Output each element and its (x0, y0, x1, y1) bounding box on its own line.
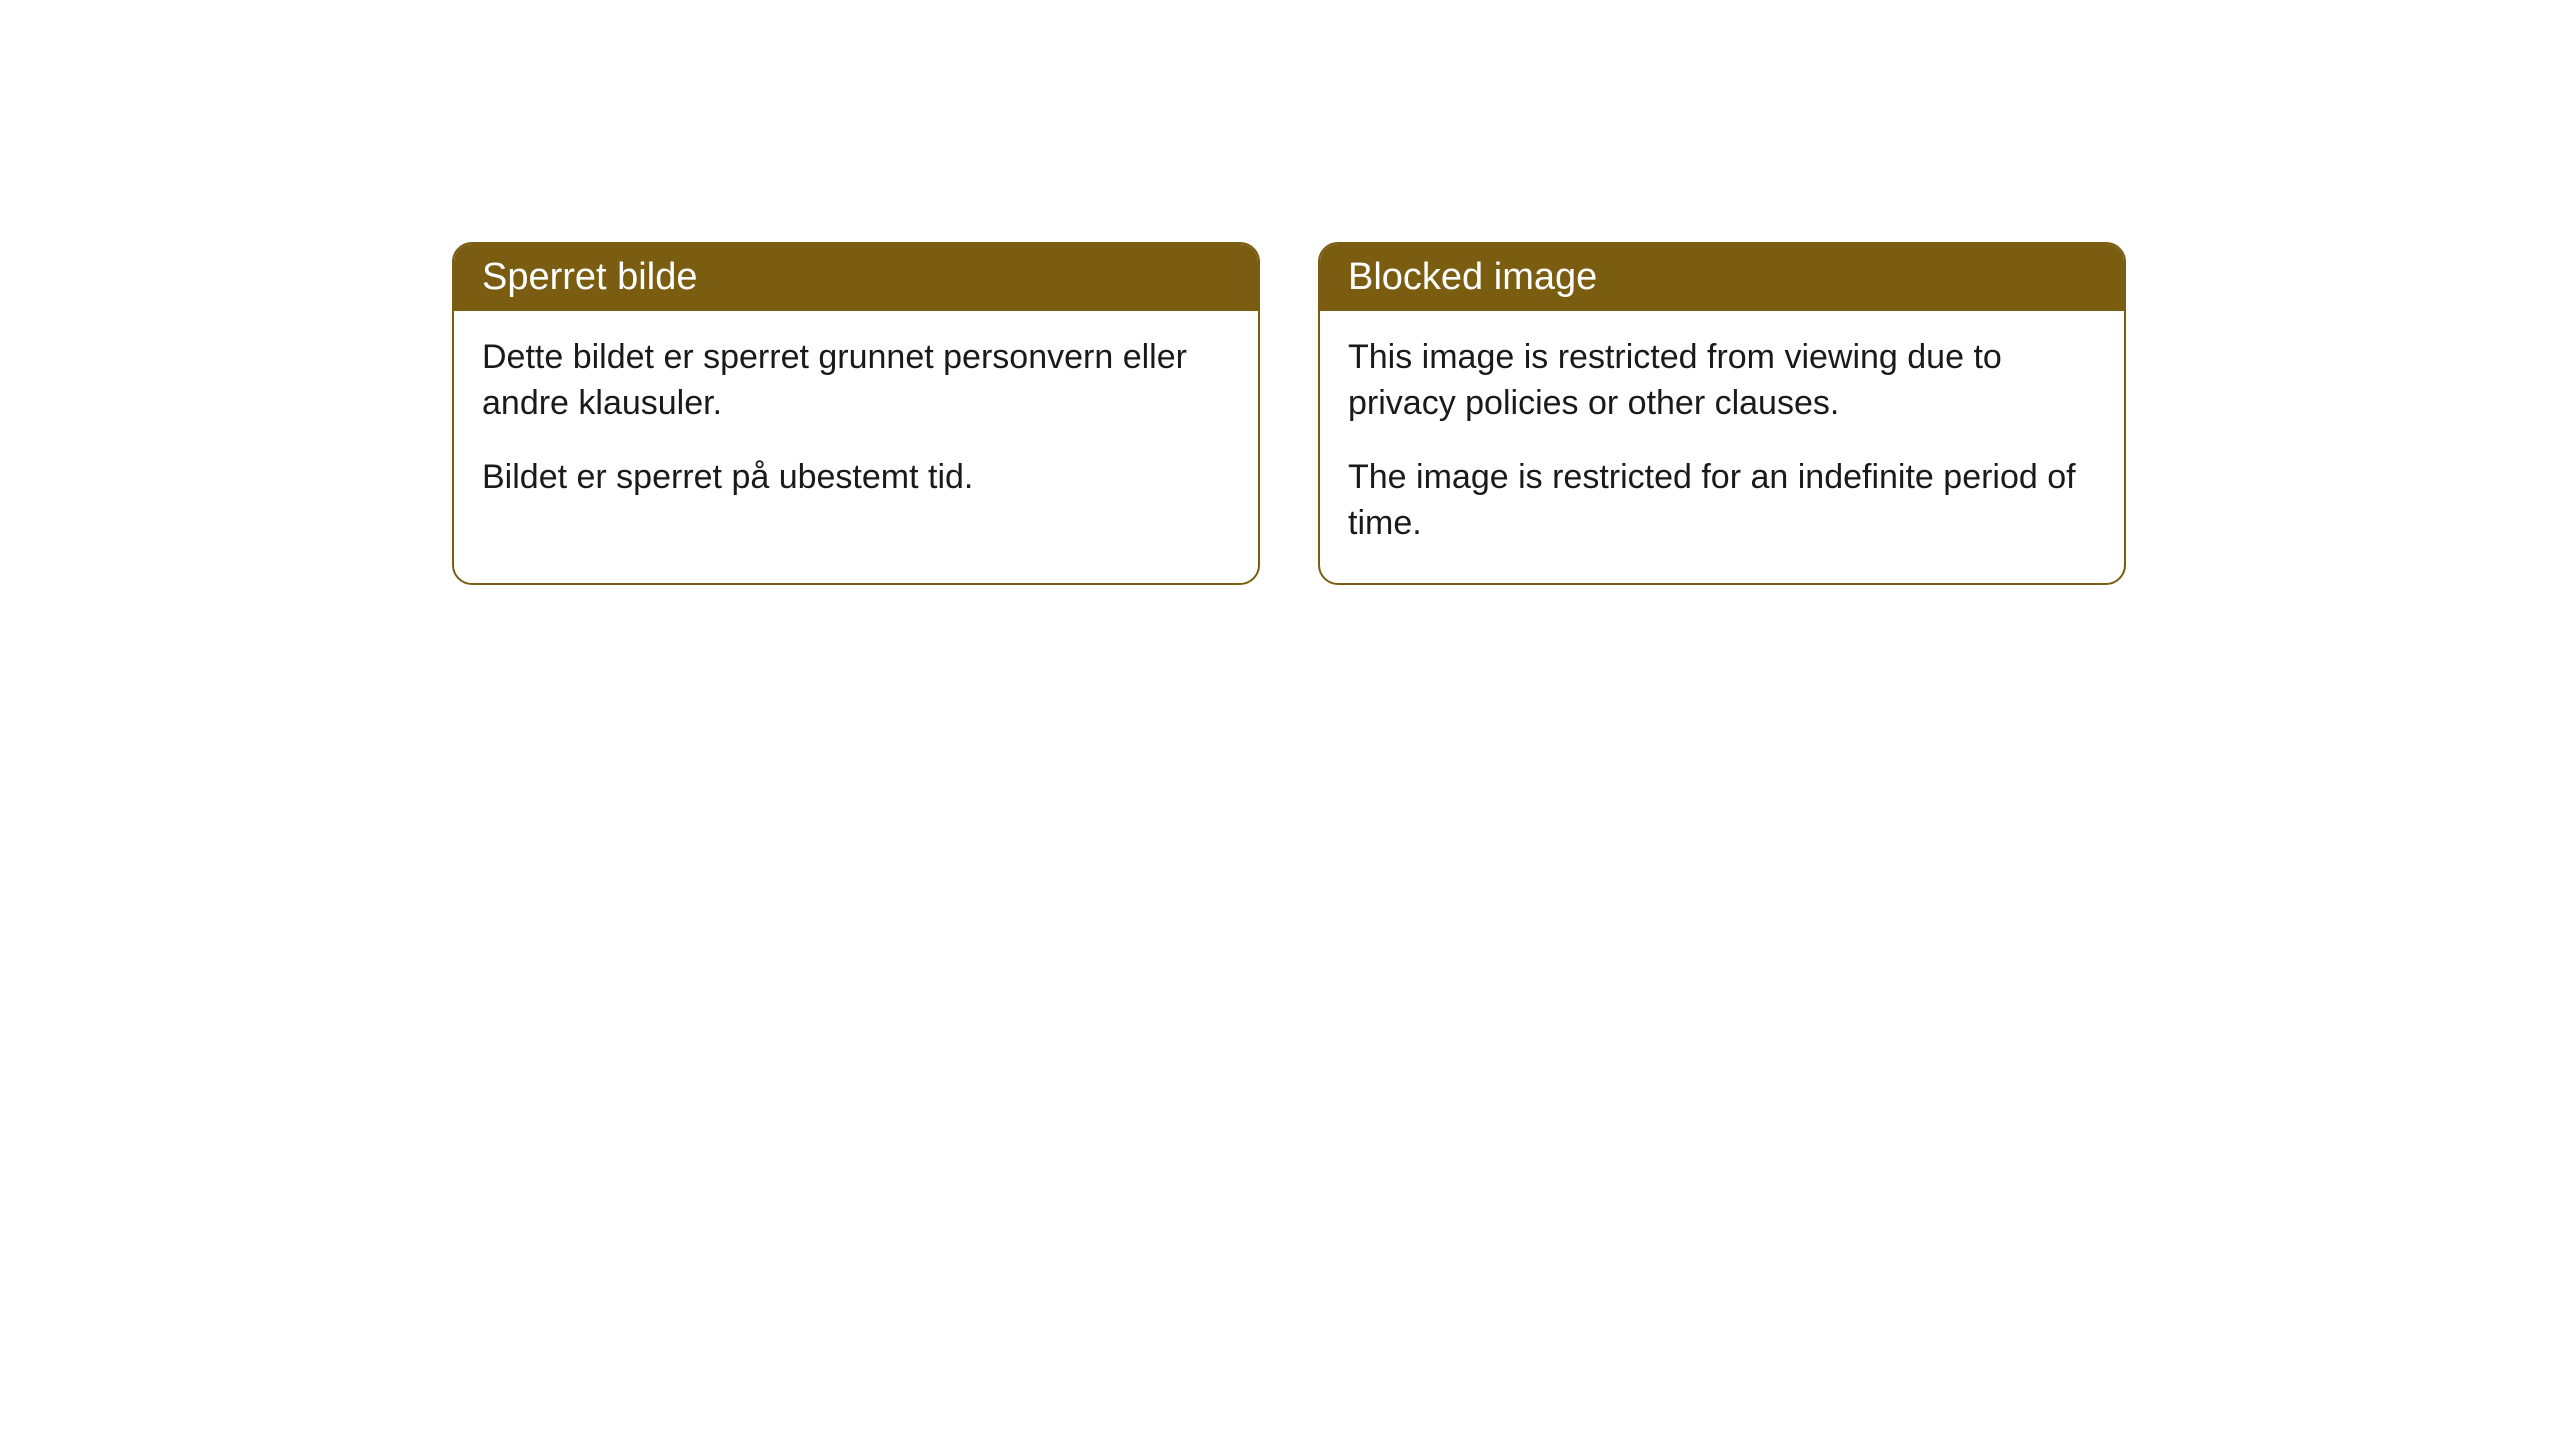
card-title: Blocked image (1348, 256, 1597, 298)
notice-card-english: Blocked image This image is restricted f… (1318, 242, 2126, 585)
notice-cards-container: Sperret bilde Dette bildet er sperret gr… (452, 242, 2126, 585)
notice-card-norwegian: Sperret bilde Dette bildet er sperret gr… (452, 242, 1260, 585)
card-header-english: Blocked image (1320, 244, 2124, 311)
card-title: Sperret bilde (482, 256, 697, 298)
card-body-norwegian: Dette bildet er sperret grunnet personve… (454, 311, 1258, 537)
card-paragraph: The image is restricted for an indefinit… (1348, 455, 2096, 547)
card-header-norwegian: Sperret bilde (454, 244, 1258, 311)
card-body-english: This image is restricted from viewing du… (1320, 311, 2124, 583)
card-paragraph: Bildet er sperret på ubestemt tid. (482, 455, 1230, 501)
card-paragraph: This image is restricted from viewing du… (1348, 335, 2096, 427)
card-paragraph: Dette bildet er sperret grunnet personve… (482, 335, 1230, 427)
